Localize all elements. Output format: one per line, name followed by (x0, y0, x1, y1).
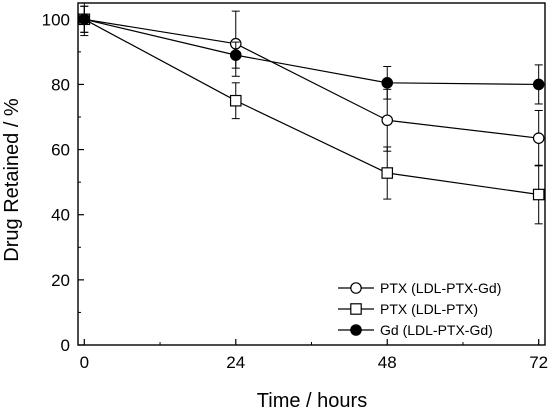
series-layer (78, 2, 545, 225)
y-axis-label: Drug Retained / % (1, 98, 23, 262)
data-point (381, 77, 394, 89)
y-tick-label: 0 (61, 336, 70, 355)
legend-marker (350, 282, 362, 294)
x-tick-label: 48 (378, 353, 397, 372)
legend-item: PTX (LDL-PTX-Gd) (338, 280, 501, 296)
y-tick-label: 20 (51, 271, 70, 290)
data-point (532, 132, 545, 144)
y-ticks: 0 20 40 60 80 100 (42, 10, 84, 355)
data-point (381, 167, 394, 179)
data-point (532, 188, 545, 201)
series-line (84, 18, 539, 196)
legend-marker (350, 303, 362, 315)
x-tick-label: 24 (226, 353, 245, 372)
y-tick-label: 40 (51, 206, 70, 225)
y-tick-label: 80 (51, 75, 70, 94)
data-point (532, 78, 545, 91)
legend-item: Gd (LDL-PTX-Gd) (338, 322, 493, 338)
data-point (381, 114, 394, 127)
y-tick-label: 100 (42, 10, 70, 29)
legend: PTX (LDL-PTX-Gd) PTX (LDL-PTX) Gd (LDL-PTX… (338, 280, 501, 338)
y-tick-label: 60 (51, 141, 70, 160)
legend-label: PTX (LDL-PTX) (380, 301, 478, 317)
legend-label: PTX (LDL-PTX-Gd) (380, 280, 501, 296)
legend-label: Gd (LDL-PTX-Gd) (380, 322, 493, 338)
x-ticks: 0 24 48 72 (80, 339, 548, 372)
series-line (84, 18, 539, 139)
series-3 (78, 5, 545, 105)
series-1 (78, 5, 545, 167)
legend-marker (350, 324, 362, 336)
data-point (229, 49, 242, 61)
x-axis-label: Time / hours (257, 390, 367, 412)
data-point (78, 13, 91, 26)
x-tick-label: 0 (80, 353, 89, 372)
series-line (84, 18, 539, 86)
legend-item: PTX (LDL-PTX) (338, 301, 478, 317)
x-tick-label: 72 (529, 353, 548, 372)
series-2 (78, 2, 545, 225)
data-point (229, 94, 242, 107)
